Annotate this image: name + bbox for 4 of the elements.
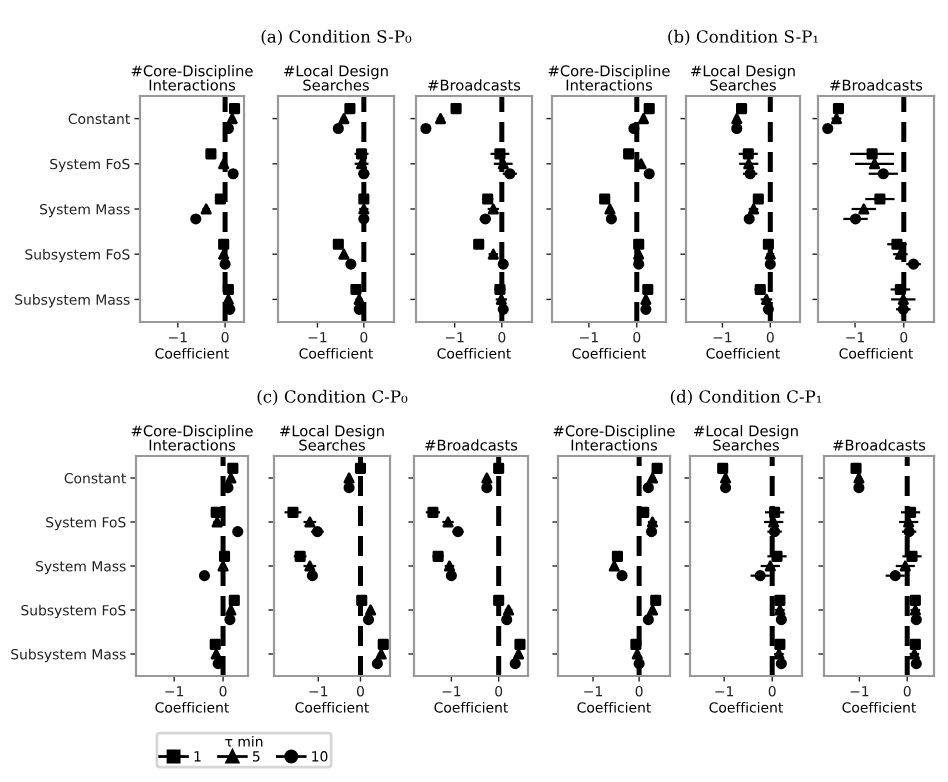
- text: (a) Condition S-P₀: [261, 29, 412, 46]
- text: (b) Condition S-P₁: [668, 29, 818, 46]
- text: (d) Condition C-P₁: [670, 389, 822, 406]
- text: (c) Condition C-P₀: [257, 389, 408, 406]
